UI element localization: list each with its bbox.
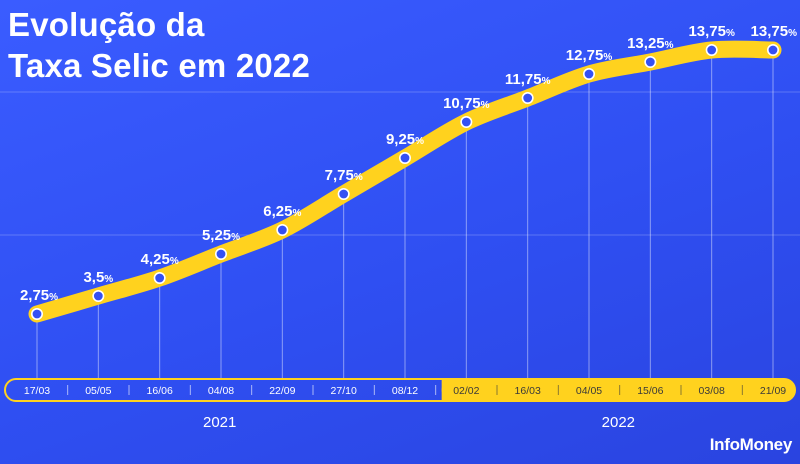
data-point — [337, 188, 350, 201]
date-axis-highlight — [441, 379, 795, 401]
date-axis-highlight-edge — [441, 379, 456, 401]
data-label: 4,25% — [141, 251, 179, 268]
tick-label: 16/06 — [147, 385, 173, 397]
tick-label: 04/08 — [208, 385, 234, 397]
data-point — [644, 55, 657, 68]
tick-label: 08/12 — [392, 385, 418, 397]
data-point — [215, 248, 228, 261]
year-label-2022: 2022 — [601, 414, 636, 431]
tick-label: 02/02 — [453, 385, 479, 397]
data-label: 13,75% — [751, 23, 798, 40]
data-point — [92, 289, 105, 302]
data-point — [398, 152, 411, 165]
data-point — [766, 43, 779, 56]
tick-label: 04/05 — [576, 385, 602, 397]
tick-label: 22/09 — [269, 385, 295, 397]
data-point — [30, 307, 43, 320]
tick-label: 15/06 — [637, 385, 663, 397]
data-point — [582, 68, 595, 81]
year-label-2021: 2021 — [203, 414, 237, 431]
data-label: 9,25% — [386, 131, 424, 148]
data-label: 2,75% — [20, 287, 58, 304]
data-label: 7,75% — [325, 167, 363, 184]
tick-label: 17/03 — [24, 385, 50, 397]
data-label: 10,75% — [443, 95, 490, 112]
data-point — [705, 43, 718, 56]
data-label: 12,75% — [566, 47, 613, 64]
tick-label: 21/09 — [760, 385, 786, 397]
data-point — [276, 224, 289, 237]
data-label: 5,25% — [202, 227, 240, 244]
data-label: 11,75% — [505, 71, 551, 88]
title-line-2: Taxa Selic em 2022 — [8, 47, 311, 84]
infomoney-logo: InfoMoney — [709, 435, 793, 454]
title-line-1: Evolução da — [8, 6, 205, 43]
chart-title: Evolução da Taxa Selic em 2022 — [8, 4, 310, 86]
data-label: 6,25% — [263, 203, 301, 220]
data-label: 13,75% — [688, 23, 735, 40]
data-point — [460, 116, 473, 129]
tick-label: 16/03 — [515, 385, 541, 397]
tick-label: 03/08 — [699, 385, 725, 397]
tick-label: 05/05 — [85, 385, 111, 397]
data-point — [521, 92, 534, 105]
tick-label: 27/10 — [331, 385, 357, 397]
data-point — [153, 271, 166, 284]
data-label: 13,25% — [627, 35, 674, 52]
data-label: 3,5% — [83, 269, 113, 286]
